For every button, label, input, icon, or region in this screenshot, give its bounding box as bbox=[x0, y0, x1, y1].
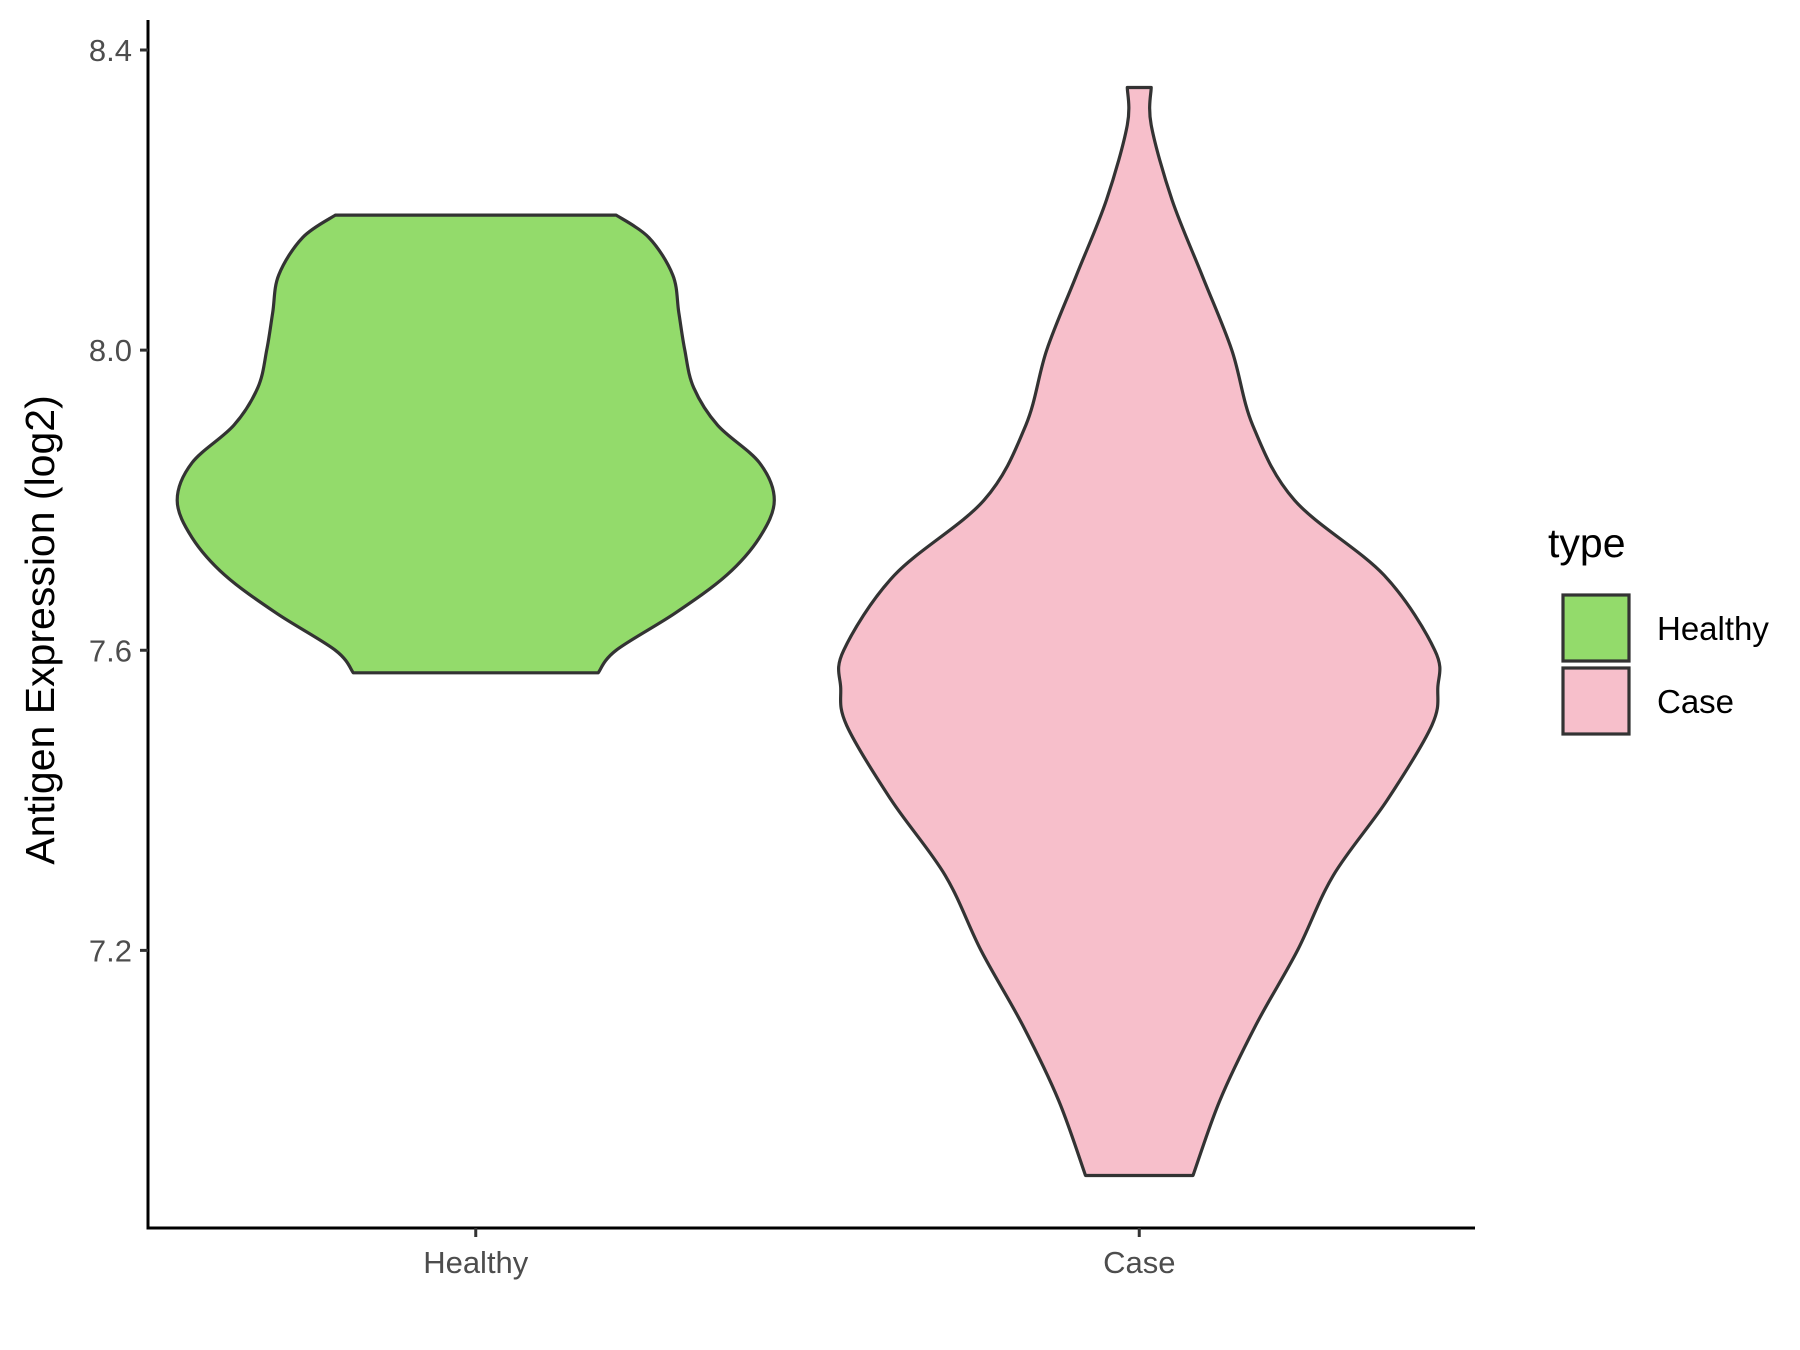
y-tick-label: 8.0 bbox=[89, 333, 132, 368]
y-tick-label: 7.6 bbox=[89, 633, 132, 668]
legend-label-healthy: Healthy bbox=[1657, 610, 1769, 647]
legend: type Healthy Case bbox=[1548, 520, 1769, 736]
legend-title: type bbox=[1548, 520, 1626, 566]
x-tick-label: Healthy bbox=[423, 1245, 529, 1280]
y-tick-label: 7.2 bbox=[89, 933, 132, 968]
y-ticks: 7.2 7.6 8.0 8.4 bbox=[89, 33, 148, 968]
legend-entries: Healthy Case bbox=[1561, 593, 1769, 736]
x-ticks: Healthy Case bbox=[423, 1228, 1175, 1280]
plot-area bbox=[175, 85, 1442, 1178]
legend-swatch-healthy bbox=[1561, 593, 1631, 663]
violin-healthy bbox=[175, 213, 776, 675]
violin-case bbox=[837, 85, 1442, 1178]
x-tick-label: Case bbox=[1103, 1245, 1175, 1280]
legend-swatch-case bbox=[1561, 666, 1631, 736]
legend-label-case: Case bbox=[1657, 683, 1734, 720]
axes bbox=[146, 20, 1475, 1230]
y-axis-title: Antigen Expression (log2) bbox=[17, 395, 63, 864]
y-tick-label: 8.4 bbox=[89, 33, 132, 68]
